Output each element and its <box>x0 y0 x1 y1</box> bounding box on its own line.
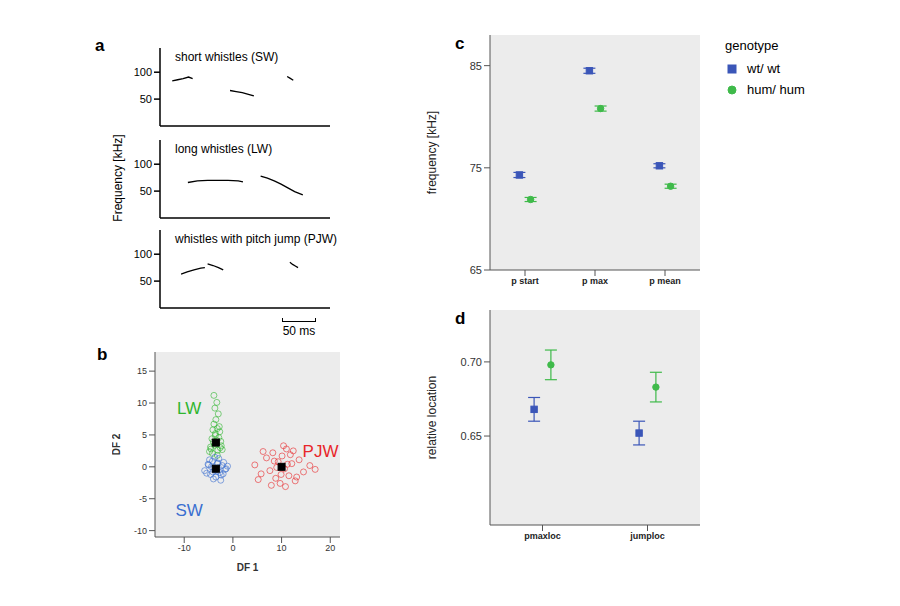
svg-text:50: 50 <box>140 93 152 105</box>
html-text:wt/ wt: wt/ wt <box>747 61 781 76</box>
svg-text:0.65: 0.65 <box>461 430 482 442</box>
svg-text:5: 5 <box>142 430 147 440</box>
html-text:b: b <box>97 345 108 364</box>
svg-text:p start: p start <box>511 276 539 286</box>
svg-text:p max: p max <box>582 276 608 286</box>
html-text:long whistles (LW): long whistles (LW) <box>175 142 273 156</box>
svg-text:85: 85 <box>470 60 482 72</box>
svg-text:100: 100 <box>134 66 152 78</box>
html-text:genotype: genotype <box>725 38 779 53</box>
svg-text:-5: -5 <box>139 494 147 504</box>
svg-text:DF 1: DF 1 <box>237 562 259 573</box>
svg-text:SW: SW <box>175 501 202 520</box>
svg-text:0: 0 <box>230 543 235 553</box>
svg-text:50: 50 <box>140 275 152 287</box>
svg-text:0.70: 0.70 <box>461 356 482 368</box>
svg-text:50: 50 <box>140 185 152 197</box>
svg-text:frequency [kHz]: frequency [kHz] <box>425 111 439 194</box>
svg-text:100: 100 <box>134 248 152 260</box>
svg-text:10: 10 <box>277 543 287 553</box>
html-text:c: c <box>455 34 465 53</box>
svg-text:0: 0 <box>142 462 147 472</box>
html-text:hum/ hum: hum/ hum <box>747 82 805 97</box>
svg-text:LW: LW <box>177 399 201 418</box>
svg-text:relative location: relative location <box>425 376 439 459</box>
svg-text:10: 10 <box>137 398 147 408</box>
html-text:Frequency [kHz]: Frequency [kHz] <box>111 133 125 222</box>
svg-text:p mean: p mean <box>649 276 681 286</box>
svg-text:-10: -10 <box>134 526 147 536</box>
svg-text:15: 15 <box>137 366 147 376</box>
html-text:d: d <box>455 309 466 328</box>
svg-text:-10: -10 <box>178 543 191 553</box>
svg-text:DF 2: DF 2 <box>112 433 122 455</box>
html-text:a: a <box>95 36 105 55</box>
svg-text:20: 20 <box>325 543 335 553</box>
svg-text:75: 75 <box>470 162 482 174</box>
svg-text:65: 65 <box>470 264 482 276</box>
svg-text:jumploc: jumploc <box>629 531 665 541</box>
svg-text:100: 100 <box>134 158 152 170</box>
svg-text:PJW: PJW <box>303 442 339 461</box>
html-text:short whistles (SW): short whistles (SW) <box>175 50 279 64</box>
html-text:whistles with pitch jump (PJW): whistles with pitch jump (PJW) <box>175 232 337 246</box>
html-text:50 ms: 50 ms <box>282 324 316 338</box>
svg-text:pmaxloc: pmaxloc <box>524 531 561 541</box>
